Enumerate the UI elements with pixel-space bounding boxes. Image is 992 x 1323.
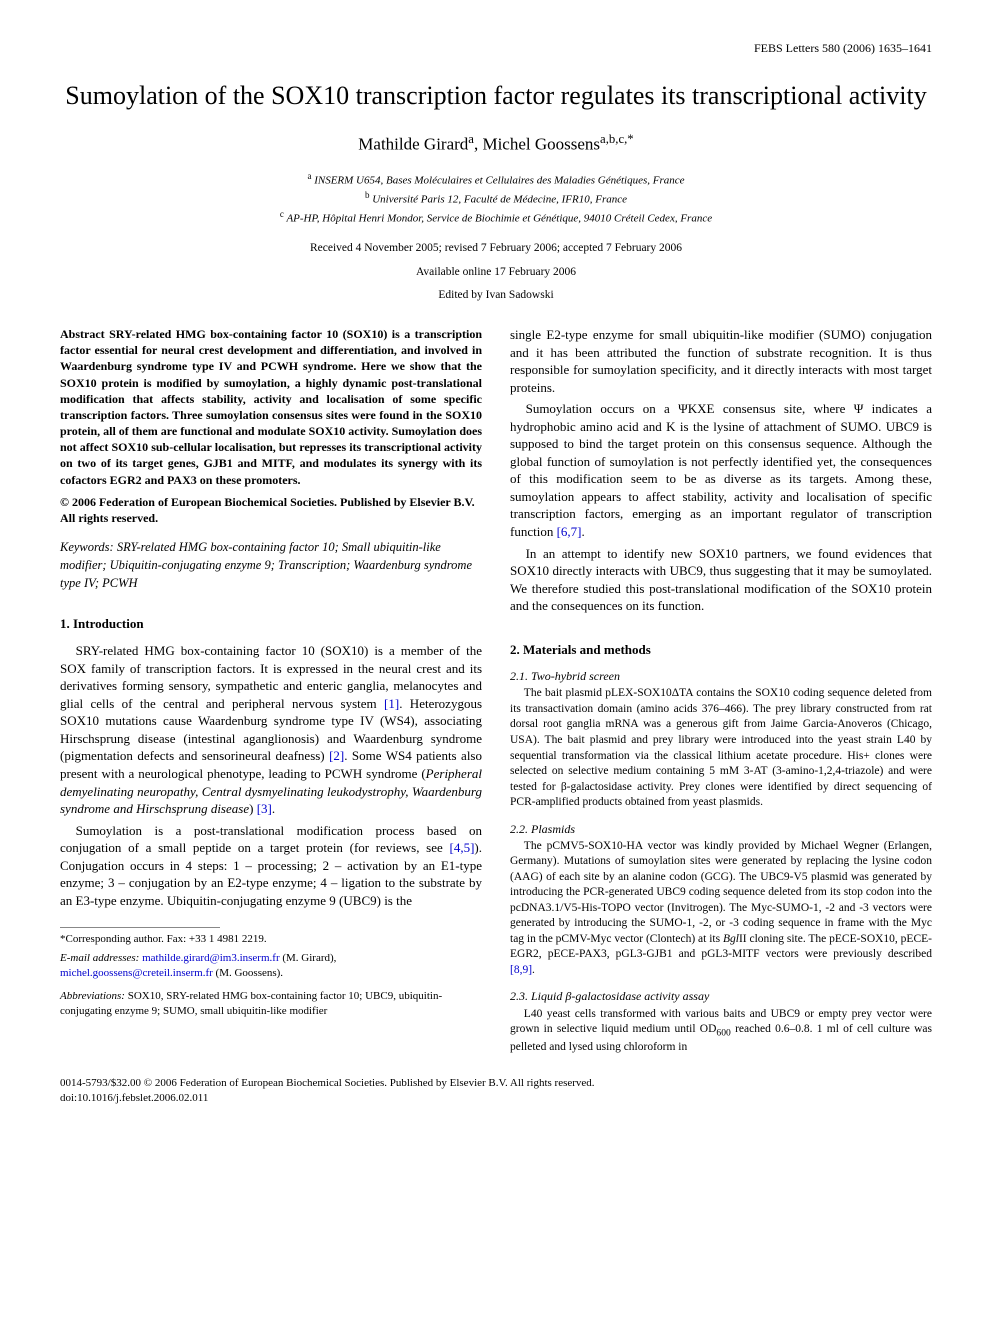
methods-2-1-body: The bait plasmid pLEX-SOX10ΔTA contains … xyxy=(510,686,932,810)
intro-p1: SRY-related HMG box-containing factor 10… xyxy=(60,642,482,817)
abstract-body: SRY-related HMG box-containing factor 10… xyxy=(60,327,482,487)
page-footer: 0014-5793/$32.00 © 2006 Federation of Eu… xyxy=(60,1076,932,1106)
keywords-label: Keywords: xyxy=(60,540,114,554)
abstract-label: Abstract xyxy=(60,327,105,341)
subsection-2-3-heading: 2.3. Liquid β-galactosidase activity ass… xyxy=(510,988,932,1004)
affiliation-c: AP-HP, Hôpital Henri Mondor, Service de … xyxy=(286,213,712,225)
abstract: Abstract SRY-related HMG box-containing … xyxy=(60,326,482,488)
authors-line: Mathilde Girarda, Michel Goossensa,b,c,* xyxy=(60,131,932,157)
article-title: Sumoylation of the SOX10 transcription f… xyxy=(60,80,932,113)
left-column: Abstract SRY-related HMG box-containing … xyxy=(60,326,482,1058)
citation-6-7[interactable]: [6,7] xyxy=(557,524,582,539)
intro-p3: single E2-type enzyme for small ubiquiti… xyxy=(510,326,932,396)
affiliations: a INSERM U654, Bases Moléculaires et Cel… xyxy=(60,170,932,227)
footer-copyright: 0014-5793/$32.00 © 2006 Federation of Eu… xyxy=(60,1076,932,1091)
section-introduction-heading: 1. Introduction xyxy=(60,615,482,633)
affiliation-b: Université Paris 12, Faculté de Médecine… xyxy=(372,194,627,206)
editor-line: Edited by Ivan Sadowski xyxy=(60,288,932,304)
received-date: Received 4 November 2005; revised 7 Febr… xyxy=(60,241,932,257)
email-addresses: E-mail addresses: mathilde.girard@im3.in… xyxy=(60,951,482,981)
footer-doi: doi:10.1016/j.febslet.2006.02.011 xyxy=(60,1091,932,1106)
journal-header: FEBS Letters 580 (2006) 1635–1641 xyxy=(60,40,932,56)
citation-8-9[interactable]: [8,9] xyxy=(510,964,532,976)
abbreviations: Abbreviations: SOX10, SRY-related HMG bo… xyxy=(60,989,482,1019)
subsection-2-1-heading: 2.1. Two-hybrid screen xyxy=(510,668,932,684)
abstract-copyright: © 2006 Federation of European Biochemica… xyxy=(60,494,482,526)
keywords-body: SRY-related HMG box-containing factor 10… xyxy=(60,540,472,590)
email-link-1[interactable]: mathilde.girard@im3.inserm.fr xyxy=(142,952,280,964)
right-column: single E2-type enzyme for small ubiquiti… xyxy=(510,326,932,1058)
footnote-separator xyxy=(60,927,220,928)
keywords: Keywords: SRY-related HMG box-containing… xyxy=(60,538,482,592)
citation-2[interactable]: [2] xyxy=(329,748,344,763)
intro-p5: In an attempt to identify new SOX10 part… xyxy=(510,545,932,615)
corresponding-author: *Corresponding author. Fax: +33 1 4981 2… xyxy=(60,932,482,947)
citation-3[interactable]: [3] xyxy=(257,801,272,816)
online-date: Available online 17 February 2006 xyxy=(60,265,932,281)
email-link-2[interactable]: michel.goossens@creteil.inserm.fr xyxy=(60,967,213,979)
section-methods-heading: 2. Materials and methods xyxy=(510,641,932,659)
two-column-layout: Abstract SRY-related HMG box-containing … xyxy=(60,326,932,1058)
citation-1[interactable]: [1] xyxy=(384,696,399,711)
intro-p4: Sumoylation occurs on a ΨKXE consensus s… xyxy=(510,400,932,540)
citation-4-5[interactable]: [4,5] xyxy=(449,840,474,855)
intro-p2: Sumoylation is a post-translational modi… xyxy=(60,822,482,910)
subsection-2-2-heading: 2.2. Plasmids xyxy=(510,821,932,837)
methods-2-2-body: The pCMV5-SOX10-HA vector was kindly pro… xyxy=(510,839,932,979)
methods-2-3-body: L40 yeast cells transformed with various… xyxy=(510,1007,932,1056)
affiliation-a: INSERM U654, Bases Moléculaires et Cellu… xyxy=(314,175,684,187)
